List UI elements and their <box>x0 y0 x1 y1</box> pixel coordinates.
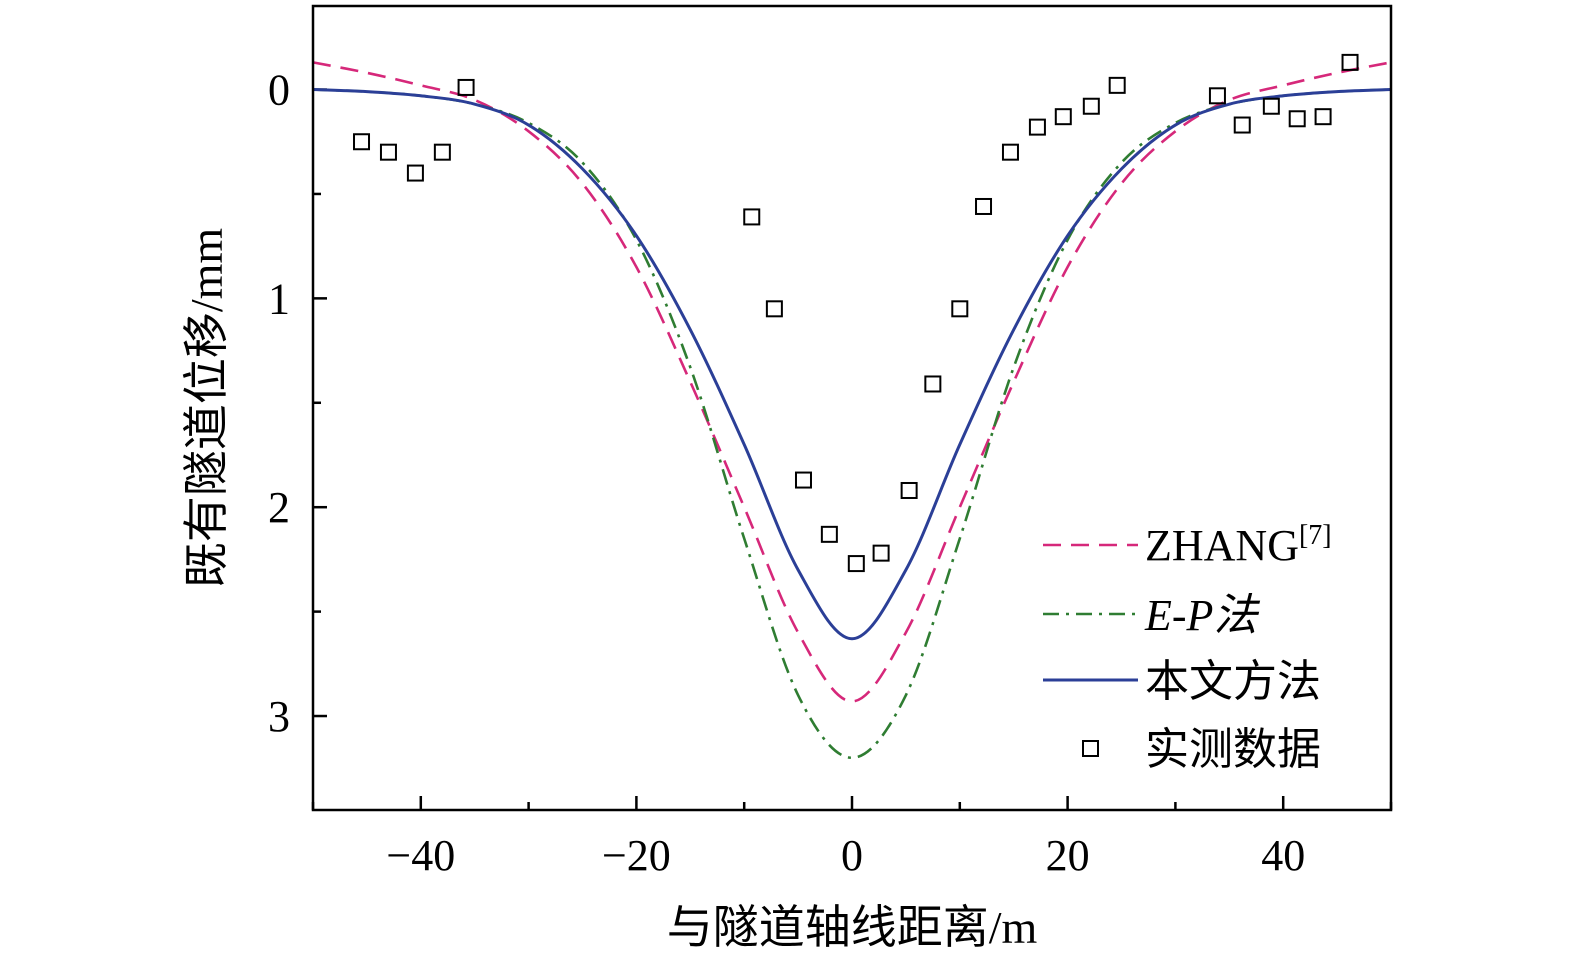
series-line-proposed <box>312 88 1392 641</box>
plot-frame <box>311 4 1393 812</box>
x-tick-label: 0 <box>841 831 863 880</box>
measured-point <box>794 471 812 489</box>
measured-point <box>1314 108 1332 126</box>
x-axis-title: 与隧道轴线距离/m <box>667 902 1038 953</box>
measured-point <box>951 300 969 318</box>
measured-point <box>1001 143 1019 161</box>
y-tick-labels: 0 1 2 3 <box>268 66 290 741</box>
legend-swatch-measured <box>1082 740 1099 757</box>
measured-point <box>765 300 783 318</box>
measured-point <box>1108 76 1126 94</box>
measured-point <box>457 78 475 96</box>
measured-point <box>1082 97 1100 115</box>
x-tick-label: 40 <box>1261 831 1305 880</box>
measured-point <box>379 143 397 161</box>
measured-point <box>900 481 918 499</box>
x-tick-label: 20 <box>1046 831 1090 880</box>
measured-point <box>406 164 424 182</box>
measured-point <box>1208 87 1226 105</box>
measured-point <box>353 133 371 151</box>
legend: ZHANG[7] E-P法 本文方法 实测数据 <box>1043 520 1332 774</box>
x-tick-labels: −40 −20 0 20 40 <box>386 831 1305 880</box>
y-tick-label: 2 <box>268 483 290 532</box>
legend-label-proposed: 本文方法 <box>1145 657 1321 706</box>
measured-point <box>847 555 865 573</box>
measured-point <box>872 544 890 562</box>
y-tick-label: 3 <box>268 692 290 741</box>
y-axis-title: 既有隧道位移/mm <box>181 228 232 589</box>
measured-point <box>924 375 942 393</box>
measured-point <box>433 143 451 161</box>
legend-label-measured: 实测数据 <box>1145 725 1321 774</box>
x-tick-label: −40 <box>386 831 455 880</box>
measured-point <box>1341 53 1359 71</box>
measured-point <box>1028 118 1046 136</box>
y-tick-label: 0 <box>268 66 290 115</box>
x-tick-label: −20 <box>602 831 671 880</box>
measured-point <box>975 197 993 215</box>
measured-point <box>1288 110 1306 128</box>
legend-label-zhang: ZHANG[7] <box>1145 520 1332 570</box>
measured-point <box>1233 116 1251 134</box>
measured-point <box>1054 108 1072 126</box>
series-layer <box>312 61 1392 760</box>
scatter-layer <box>353 53 1359 573</box>
y-tick-label: 1 <box>268 274 290 323</box>
measured-point <box>1262 97 1280 115</box>
measured-point <box>743 208 761 226</box>
measured-point <box>820 525 838 543</box>
legend-label-ep: E-P法 <box>1144 591 1260 640</box>
series-line-zhang <box>312 61 1392 703</box>
